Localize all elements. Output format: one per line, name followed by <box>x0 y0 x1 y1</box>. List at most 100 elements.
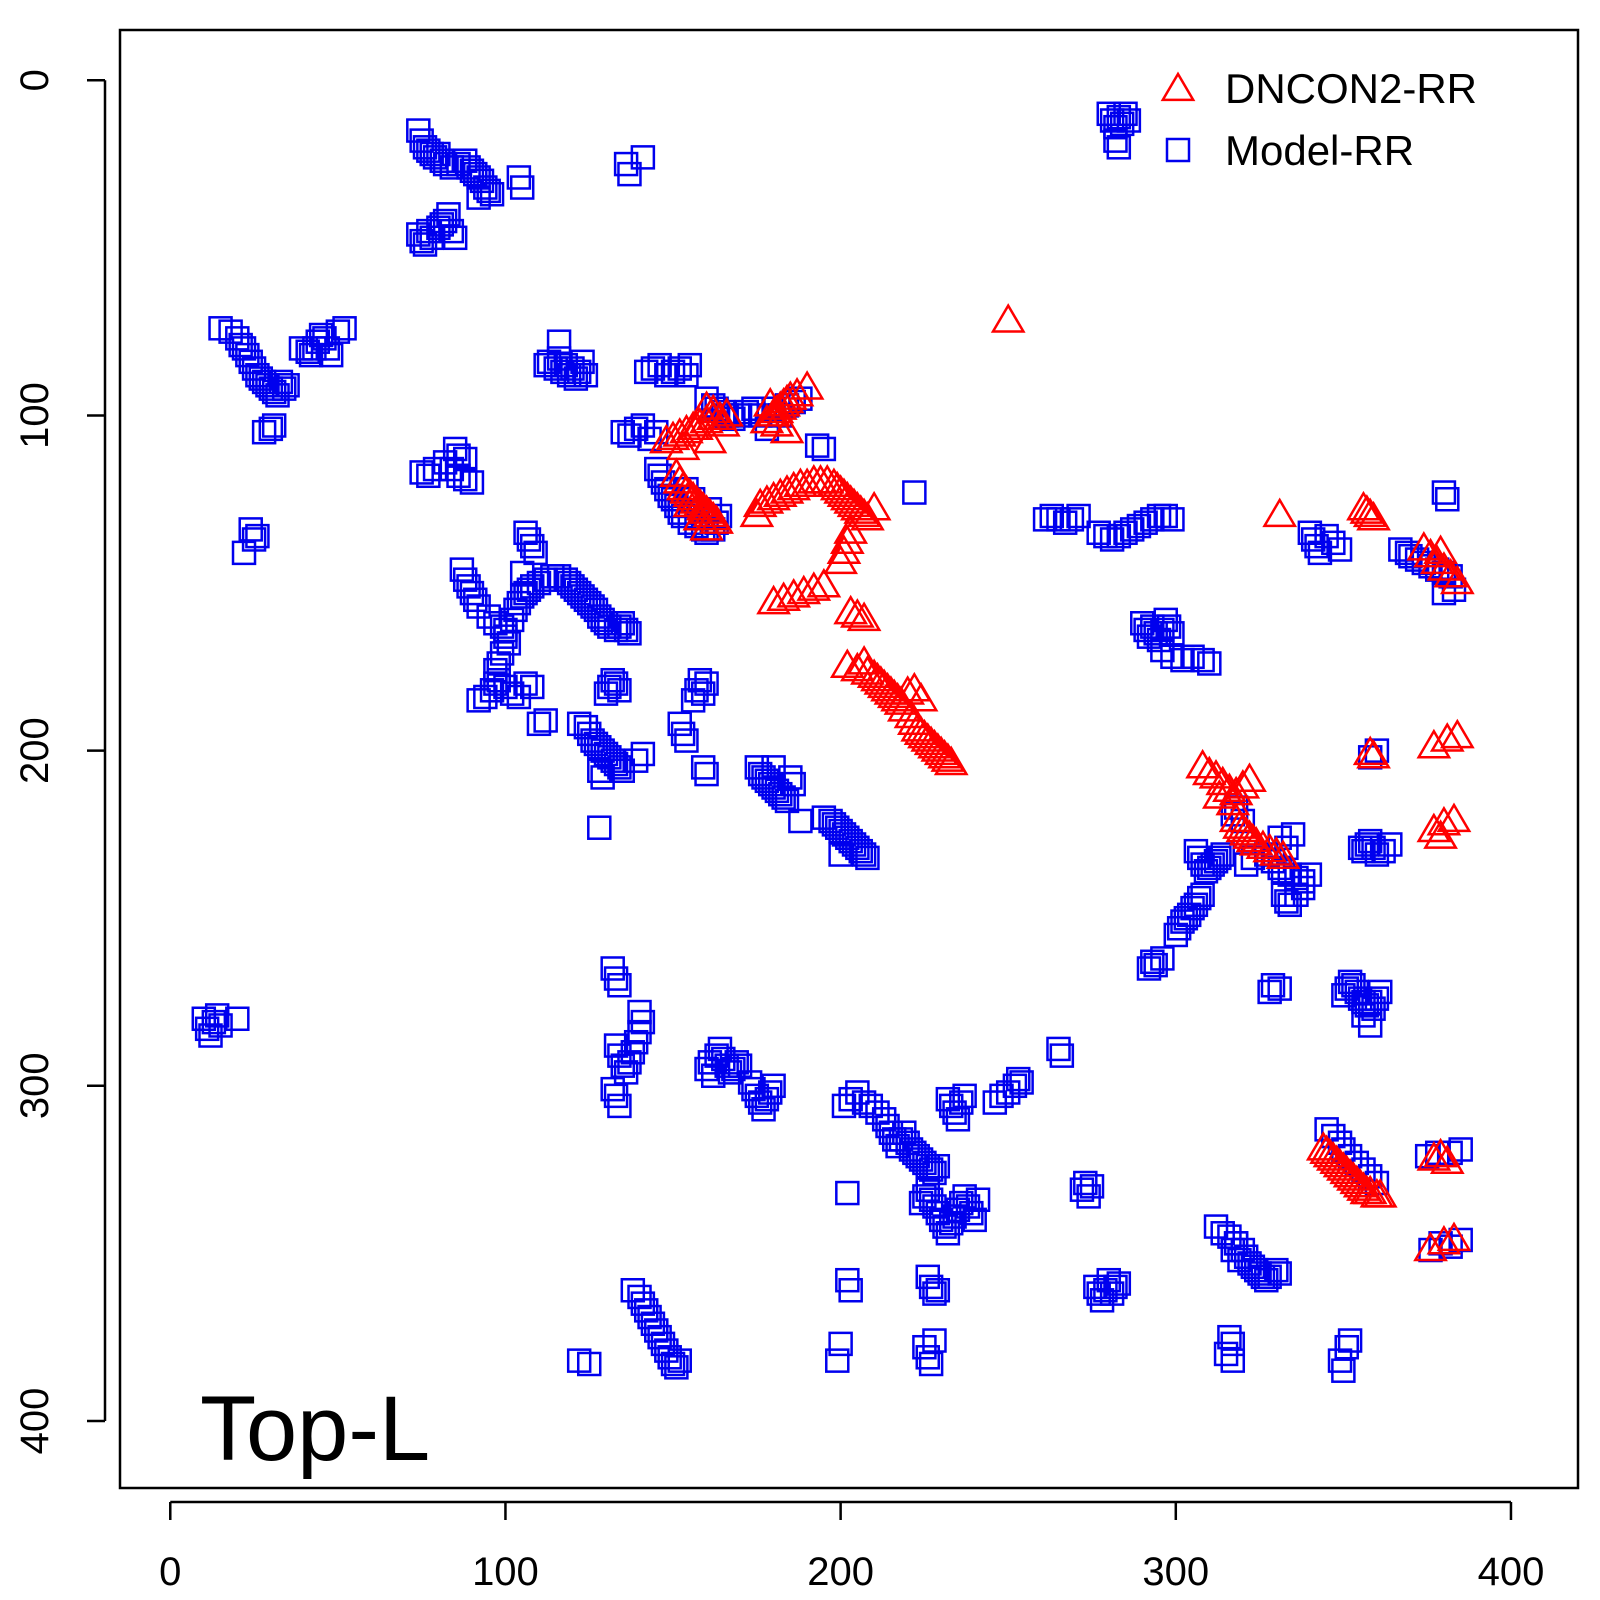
triangle-point <box>682 500 718 531</box>
triangle-point <box>990 303 1026 333</box>
triangle-point <box>692 423 728 454</box>
square-point <box>587 758 612 783</box>
square-point <box>318 342 344 368</box>
triangle-point <box>752 386 788 417</box>
square-point <box>828 1331 853 1357</box>
triangle-point <box>823 544 859 575</box>
square-point <box>623 748 649 773</box>
square-point <box>570 349 595 375</box>
square-point <box>825 1348 850 1373</box>
square-point <box>1046 507 1071 532</box>
square-point <box>1364 986 1390 1011</box>
square-point <box>452 466 478 492</box>
square-point <box>412 232 438 257</box>
square-point <box>627 999 652 1025</box>
square-point <box>1039 503 1065 529</box>
square-point <box>1267 1261 1292 1286</box>
square-point <box>654 362 679 388</box>
square-point <box>446 463 471 489</box>
square-point <box>848 838 873 864</box>
square-point <box>1143 952 1168 978</box>
square-point <box>962 1207 987 1233</box>
triangle-point <box>1429 722 1465 752</box>
square-point <box>446 443 471 468</box>
triangle-point <box>659 457 694 487</box>
square-point <box>452 446 478 472</box>
square-point <box>660 1351 686 1377</box>
triangle-point <box>856 490 892 521</box>
legend-label: Model-RR <box>1225 127 1414 174</box>
square-point <box>922 1281 947 1306</box>
square-point <box>630 413 656 438</box>
square-point <box>918 1351 944 1377</box>
triangle-point <box>1215 785 1251 816</box>
square-point <box>1260 972 1286 998</box>
square-point <box>1116 108 1142 133</box>
square-point <box>952 1083 977 1109</box>
square-point <box>670 721 696 747</box>
legend-square-icon <box>1165 137 1191 163</box>
square-point <box>459 580 485 606</box>
square-point <box>607 1093 632 1119</box>
square-point <box>1284 882 1309 907</box>
square-point <box>432 151 458 177</box>
square-point <box>576 1351 602 1377</box>
square-point <box>959 1200 984 1226</box>
y-axis: 0 100 200 300 400 <box>13 69 107 1454</box>
square-point <box>523 540 548 566</box>
square-point <box>1190 882 1215 907</box>
legend-label: DNCON2-RR <box>1225 65 1477 112</box>
square-point <box>1153 503 1178 529</box>
square-point <box>1213 1341 1239 1367</box>
x-tick-label: 200 <box>807 1550 874 1594</box>
square-point <box>677 352 703 378</box>
square-point <box>965 1187 991 1213</box>
square-point <box>925 1153 951 1179</box>
square-point <box>922 1328 947 1353</box>
square-point <box>1297 862 1323 887</box>
square-point <box>828 842 853 867</box>
square-point <box>439 155 465 180</box>
square-point <box>520 533 545 559</box>
triangle-point <box>1352 1174 1388 1205</box>
square-point <box>587 815 612 840</box>
square-point <box>617 161 642 187</box>
square-point <box>721 1056 746 1082</box>
square-point <box>1133 510 1158 535</box>
triangle-point <box>1439 718 1475 749</box>
square-point <box>687 667 713 693</box>
square-point <box>925 1277 951 1303</box>
square-point <box>509 560 535 586</box>
triangle-point <box>689 390 724 420</box>
square-point <box>1337 1328 1363 1353</box>
triangle-point <box>903 681 939 712</box>
triangle-point <box>679 410 714 441</box>
square-point <box>630 741 656 767</box>
square-point <box>486 667 511 693</box>
square-point <box>664 1355 689 1380</box>
square-point <box>1378 832 1403 857</box>
square-point <box>781 771 806 797</box>
square-point <box>590 765 615 790</box>
square-point <box>513 671 538 696</box>
triangle-point <box>695 393 731 424</box>
square-point <box>1066 503 1091 529</box>
square-point <box>1280 822 1306 847</box>
square-point <box>1160 507 1185 532</box>
square-point <box>1364 738 1390 763</box>
square-point <box>694 671 719 696</box>
square-point <box>439 218 465 244</box>
square-point <box>610 419 636 445</box>
triangle-point <box>890 675 926 705</box>
square-point <box>757 1080 783 1105</box>
square-point <box>1079 1174 1105 1199</box>
square-point <box>754 1086 780 1112</box>
triangle-point <box>1426 551 1462 581</box>
square-point <box>918 1157 944 1182</box>
series-dncon2-rr <box>648 303 1475 1262</box>
square-point <box>617 621 642 646</box>
triangle-point <box>846 645 882 675</box>
square-point <box>1150 946 1175 971</box>
square-point <box>630 145 656 170</box>
square-point <box>268 369 294 395</box>
